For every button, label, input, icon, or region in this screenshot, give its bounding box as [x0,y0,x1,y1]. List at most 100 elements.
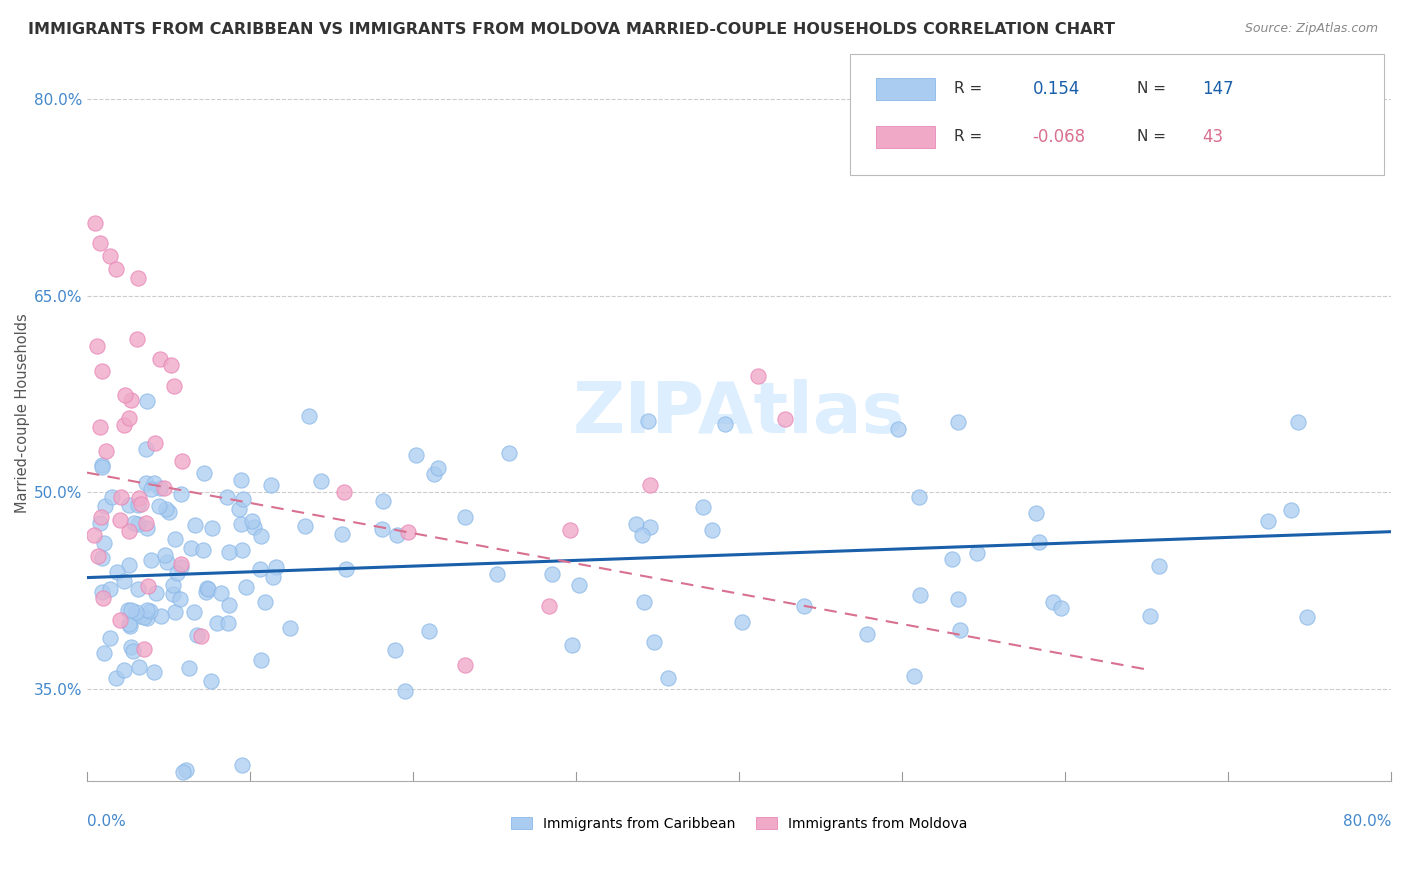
Point [98,249,121,263]
Point [657,671,679,685]
Point [127,270,149,285]
Point [149,351,172,366]
Point [174,763,197,777]
Point [135,516,157,530]
Point [253,594,276,608]
Point [120,640,142,654]
Point [83,528,105,542]
Point [89,420,111,434]
Point [112,663,135,677]
Point [231,542,253,557]
Point [118,558,141,572]
Point [98,582,121,596]
Point [775,412,797,426]
Point [117,499,139,513]
Point [125,332,148,346]
Point [122,516,145,530]
Point [242,520,264,534]
Point [177,661,200,675]
Point [907,490,929,504]
Point [136,602,159,616]
Point [560,523,582,537]
Point [118,618,141,632]
Text: ZIPAtlas: ZIPAtlas [572,379,905,448]
Point [145,585,167,599]
Point [624,517,647,532]
Point [195,585,218,599]
Point [120,392,142,407]
Text: 0.154: 0.154 [1032,80,1080,98]
Point [249,562,271,576]
Point [218,544,240,558]
Point [260,478,283,492]
Point [169,592,191,607]
Point [209,586,232,600]
Point [946,415,969,429]
Point [169,557,191,571]
Point [166,566,188,580]
Point [294,519,316,533]
Point [127,498,149,512]
Point [498,446,520,460]
Point [903,669,925,683]
Point [129,608,152,623]
Text: -0.068: -0.068 [1032,128,1085,145]
Point [172,454,194,468]
Point [118,411,141,425]
Point [127,516,149,531]
Point [384,643,406,657]
Point [405,449,427,463]
Point [110,491,132,505]
Point [217,615,239,630]
Point [427,461,450,475]
Point [128,659,150,673]
Point [159,359,181,373]
Point [170,559,193,574]
Point [129,497,152,511]
Point [638,477,661,491]
Point [93,646,115,660]
Point [110,513,132,527]
Point [118,524,141,539]
Point [373,494,395,508]
Point [134,641,156,656]
Point [330,526,353,541]
Point [136,393,159,408]
Point [155,501,177,516]
Y-axis label: Married-couple Households: Married-couple Households [15,314,30,514]
Point [104,671,127,685]
Point [207,615,229,630]
Point [143,475,166,490]
Point [165,532,187,546]
Point [84,216,107,230]
Point [197,582,219,597]
Point [1286,415,1309,429]
Point [946,591,969,606]
Point [298,409,321,424]
Point [149,481,172,495]
Point [96,444,118,458]
Bar [876,126,935,147]
Point [747,369,769,384]
Point [153,482,176,496]
Point [394,684,416,698]
Text: R =: R = [955,129,983,145]
Point [93,591,115,605]
Point [631,528,654,542]
Text: 43: 43 [1202,128,1223,145]
Bar [876,78,935,100]
Text: 80.0%: 80.0% [1343,814,1391,829]
Point [86,339,108,353]
Point [157,505,180,519]
Point [87,549,110,563]
Point [1279,503,1302,517]
Point [134,610,156,624]
Point [162,587,184,601]
Point [118,616,141,631]
Point [218,598,240,612]
Point [149,609,172,624]
Point [1028,535,1050,549]
Point [232,491,254,506]
Point [186,628,208,642]
Point [184,518,207,533]
